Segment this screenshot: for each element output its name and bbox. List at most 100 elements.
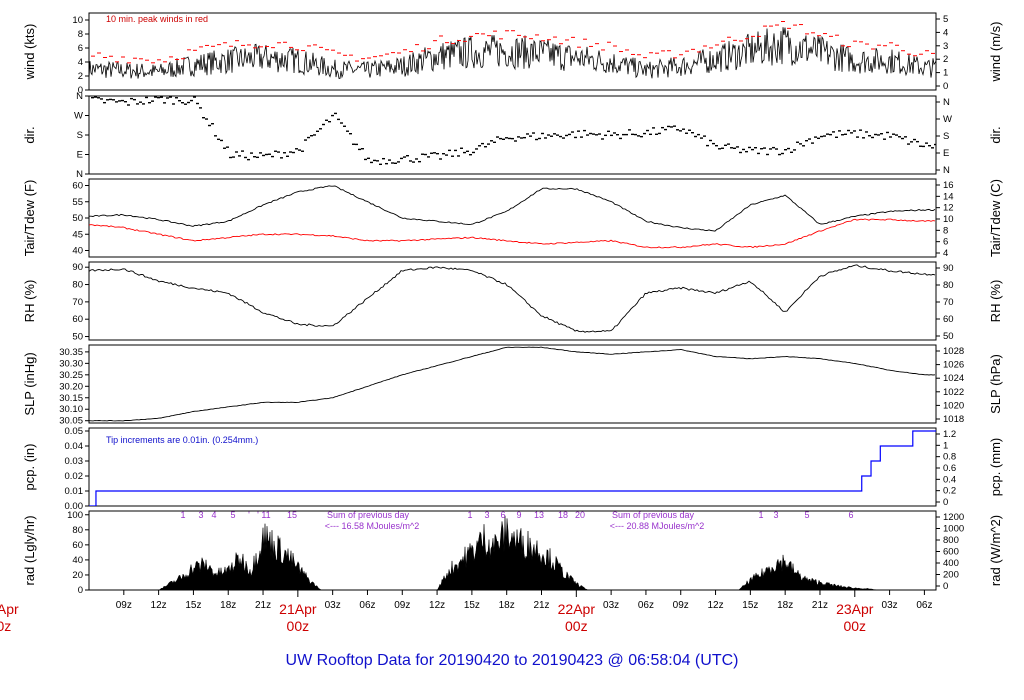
pcp-ytick-left-label: 0.05 (65, 426, 84, 437)
slp-ylabel-left: SLP (inHg) (22, 352, 37, 415)
pcp-ytick-left-label: 0.04 (65, 441, 84, 452)
time-tick-label: 06z (359, 600, 375, 611)
temp-ytick-right-label: 16 (943, 180, 954, 191)
wind-ytick-right-label: 0 (943, 81, 948, 92)
time-tick-label: 09z (394, 600, 410, 611)
time-tick-label: 12z (707, 600, 723, 611)
rad-sum-value-1: <--- 16.58 MJoules/m^2 (325, 521, 420, 531)
wind-ytick-left-label: 2 (78, 71, 83, 82)
pcp-ylabel-left: pcp. (in) (22, 444, 37, 491)
tair-series (89, 185, 936, 232)
pcp-ytick-right-label: 0.2 (943, 486, 956, 497)
rh-ytick-right-label: 50 (943, 331, 954, 342)
temp-ylabel-left: Tair/Tdew (F) (22, 180, 37, 257)
slp-plot (89, 346, 936, 422)
slp-ytick-left-label: 30.15 (59, 393, 83, 404)
rh-ytick-right-label: 90 (943, 263, 954, 274)
rad-ytick-right-label: 1000 (943, 524, 964, 535)
temp-plot (89, 185, 936, 249)
rh-ytick-right-label: 80 (943, 280, 954, 291)
precip-annotation: Tip increments are 0.01in. (0.254mm.) (106, 435, 258, 445)
slp-ytick-left-label: 30.30 (59, 358, 83, 369)
rad-hour-label: 9 (516, 510, 521, 520)
rad-hour-label: 3 (773, 510, 778, 520)
wind-ytick-right-label: 3 (943, 41, 948, 52)
time-tick-label: 03z (325, 600, 341, 611)
time-tick-label: 21z (812, 600, 828, 611)
rad-ytick-right-label: 0 (943, 581, 948, 592)
dir-ytick-left-label: W (74, 111, 83, 122)
dir-ytick-left-label: E (77, 150, 83, 161)
rh-ytick-left-label: 80 (72, 280, 83, 291)
temp-ytick-left-label: 60 (72, 181, 83, 192)
slp-ytick-left-label: 30.05 (59, 416, 83, 427)
temp-ytick-right-label: 10 (943, 214, 954, 225)
temp-ytick-right-label: 8 (943, 225, 948, 236)
rad-sum-label-2: Sum of previous day (612, 510, 695, 520)
day-label-date: 23Apr (836, 601, 874, 617)
rad-hour-label: 18 (558, 510, 568, 520)
pcp-frame (88, 427, 937, 507)
rad-hour-label: 1 (180, 510, 185, 520)
rad-hour-label: 4 (211, 510, 216, 520)
wind-annotation: 10 min. peak winds in red (106, 14, 208, 24)
slp-ytick-right-label: 1022 (943, 387, 964, 398)
rad-hour-label: 1 (467, 510, 472, 520)
rh-ytick-left-label: 50 (72, 332, 83, 343)
radiation-area (89, 515, 936, 590)
temp-ytick-right-label: 4 (943, 248, 948, 259)
time-tick-label: 12z (151, 600, 167, 611)
rh-ytick-left-label: 70 (72, 297, 83, 308)
rad-sum-value-2: <--- 20.88 MJoules/m^2 (610, 521, 705, 531)
wind-ytick-left-label: 4 (78, 57, 83, 68)
rad-hour-label: ' (257, 510, 259, 520)
rh-ytick-right-label: 60 (943, 314, 954, 325)
rad-ytick-right-label: 800 (943, 535, 959, 546)
pcp-ytick-right-label: 0.6 (943, 463, 956, 474)
wind-ylabel-left: wind (kts) (22, 24, 37, 81)
pcp-ytick-left-label: 0.02 (65, 471, 84, 482)
time-tick-label: 03z (603, 600, 619, 611)
temp-ytick-left-label: 45 (72, 229, 83, 240)
time-tick-label: 18z (777, 600, 793, 611)
dir-ylabel-right: dir. (988, 126, 1003, 143)
day-label-date: 21Apr (279, 601, 317, 617)
rh-ylabel-right: RH (%) (988, 280, 1003, 323)
rh-ytick-left-label: 60 (72, 314, 83, 325)
time-tick-label: 18z (499, 600, 515, 611)
pcp-ytick-right-label: 0.4 (943, 474, 956, 485)
rad-ylabel-left: rad (Lgly/hr) (22, 515, 37, 585)
slp-ytick-right-label: 1026 (943, 360, 964, 371)
wind-ytick-left-label: 10 (72, 15, 83, 26)
rad-hour-label: 13 (534, 510, 544, 520)
rad-hour-label: 15 (287, 510, 297, 520)
rad-hour-label: 3 (484, 510, 489, 520)
time-tick-label: 12z (429, 600, 445, 611)
rad-ytick-left-label: 80 (72, 525, 83, 536)
pcp-ytick-right-label: 0 (943, 497, 948, 508)
dir-ytick-right-label: E (943, 148, 949, 159)
pcp-plot (89, 430, 936, 506)
chart-title: UW Rooftop Data for 20190420 to 20190423… (286, 652, 739, 669)
wind-ytick-right-label: 2 (943, 54, 948, 65)
pcp-ytick-left-label: 0.00 (65, 501, 84, 512)
rad-ytick-left-label: 40 (72, 555, 83, 566)
time-tick-label: 15z (742, 600, 758, 611)
slp-ytick-left-label: 30.20 (59, 381, 83, 392)
pcp-ytick-left-label: 0.01 (65, 486, 84, 497)
rh-ylabel-left: RH (%) (22, 280, 37, 323)
rh-frame (88, 261, 937, 341)
time-tick-label: 21z (533, 600, 549, 611)
wind-ytick-right-label: 5 (943, 14, 948, 25)
slp-ytick-left-label: 30.25 (59, 370, 83, 381)
rad-ytick-left-label: 60 (72, 540, 83, 551)
slp-ytick-right-label: 1028 (943, 346, 964, 357)
time-tick-label: 15z (185, 600, 201, 611)
panel-rh: 50 60 70 80 90 50 60 70 80 90 RH (%) RH (%) (22, 261, 1003, 343)
rad-ytick-right-label: 400 (943, 558, 959, 569)
rh-series (89, 264, 936, 333)
temp-frame (88, 178, 937, 258)
